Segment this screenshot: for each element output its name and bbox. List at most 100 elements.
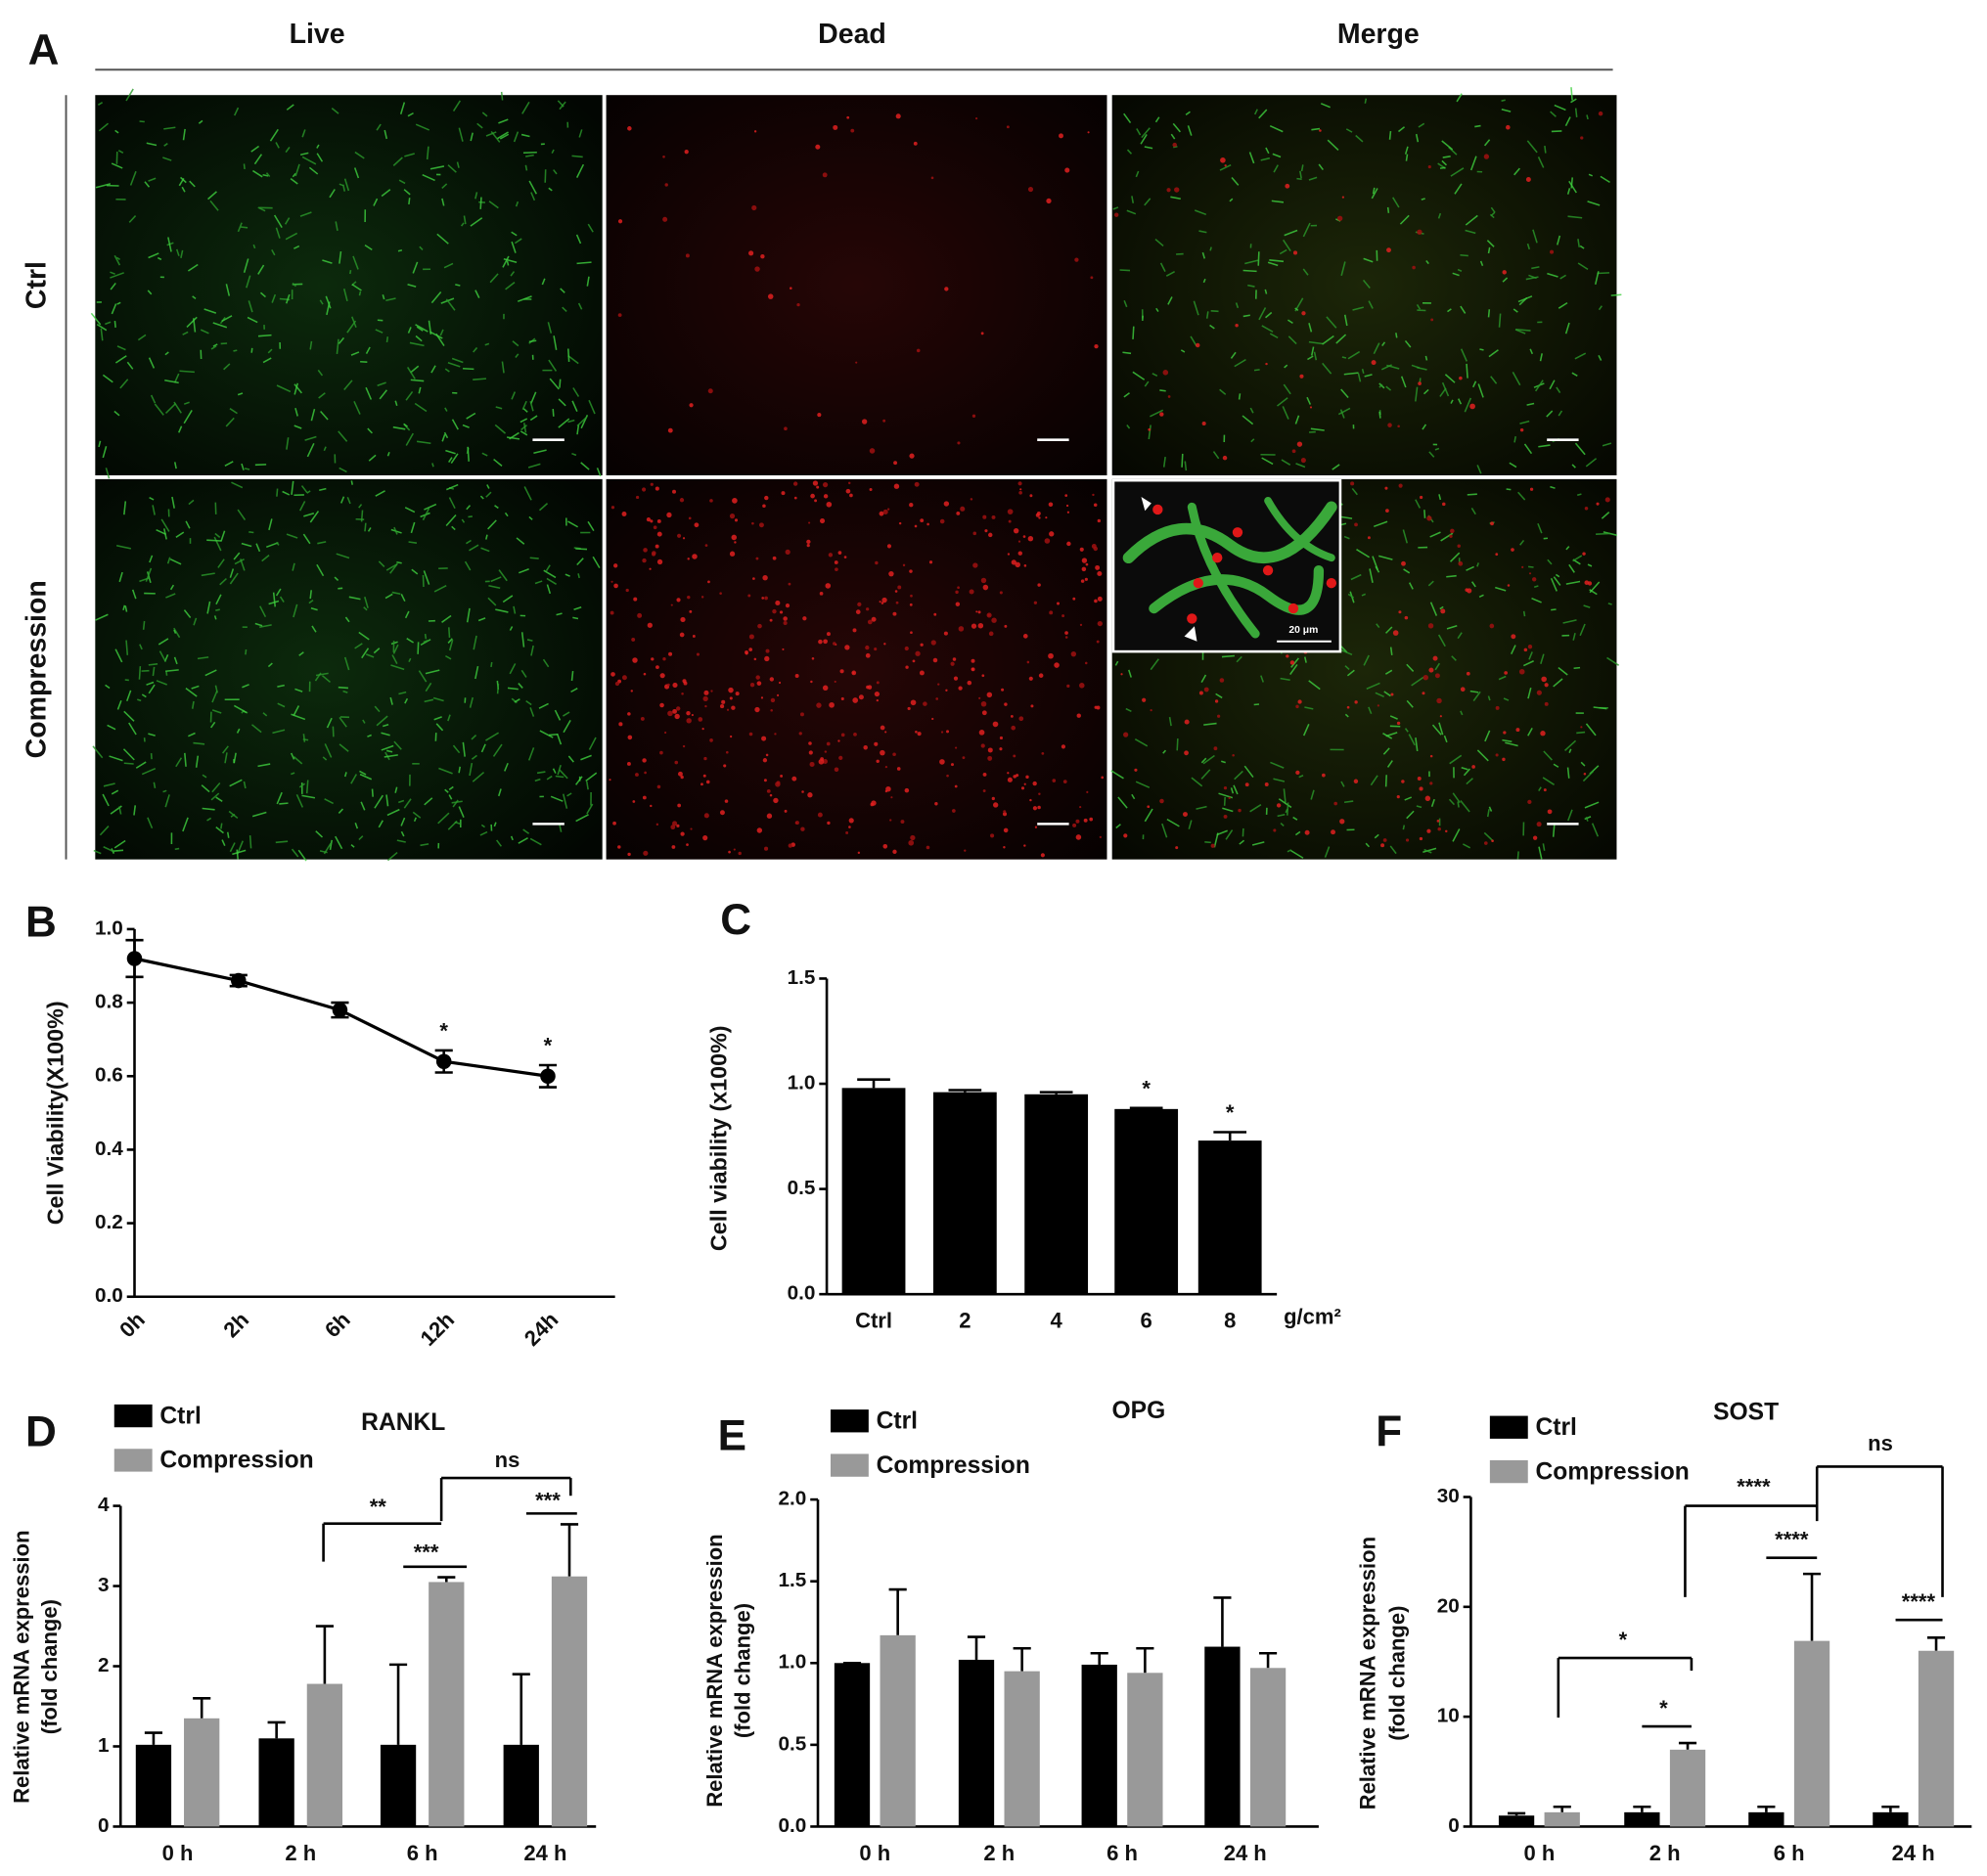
dead-cell (798, 732, 802, 736)
dead-cell (806, 544, 810, 548)
dead-cell (649, 567, 652, 570)
dead-cell (1412, 265, 1416, 270)
dead-cell (950, 763, 954, 767)
cell-process (485, 491, 492, 498)
dead-cell (814, 499, 818, 503)
dead-cell (1018, 490, 1022, 495)
y-axis-label: Cell viability (x100%) (705, 1025, 731, 1251)
cell-process (229, 568, 235, 578)
cell-process (273, 214, 283, 229)
cell-process (429, 165, 445, 170)
dead-cell (617, 313, 622, 318)
cell-process (241, 463, 245, 470)
dead-cell (934, 802, 938, 806)
cell-process (476, 122, 483, 129)
cell-process (1479, 348, 1484, 351)
cell-process (1483, 831, 1494, 842)
cell-process (416, 440, 431, 444)
cell-process (291, 848, 299, 858)
dead-cell (900, 820, 905, 825)
cell-process (567, 755, 574, 763)
bar (1204, 1646, 1241, 1827)
cell-process (358, 290, 362, 296)
cell-process (322, 756, 328, 761)
cell-process (1568, 563, 1575, 573)
cell-process (182, 128, 186, 141)
cell-process (1238, 393, 1242, 400)
dead-cell (909, 569, 913, 573)
cell-process (1239, 839, 1245, 845)
dead-cell (816, 485, 820, 489)
dead-cell (1582, 552, 1586, 556)
micrograph (92, 478, 603, 862)
cell-process (210, 345, 217, 350)
cell-process (528, 339, 537, 343)
cell-process (550, 795, 564, 802)
cell-process (1128, 669, 1132, 678)
cell-process (229, 842, 236, 853)
dead-cell (762, 575, 768, 581)
cell-process (191, 700, 195, 709)
dead-cell (802, 616, 807, 621)
dead-cell (1017, 481, 1022, 486)
dead-cell (852, 697, 859, 703)
cell-process (498, 569, 508, 582)
dead-cell (978, 729, 985, 736)
dead-cell (656, 519, 661, 523)
cell-process (462, 741, 466, 757)
cell-process (320, 410, 329, 421)
dead-cell (656, 784, 661, 789)
cell-process (1180, 349, 1186, 353)
dead-cell (1544, 701, 1549, 706)
dead-cell (876, 681, 880, 685)
dead-cell (1062, 780, 1067, 784)
legend-label: Ctrl (877, 1408, 918, 1435)
cell-process (1332, 464, 1340, 470)
cell-process (99, 826, 110, 836)
dead-cell (1134, 768, 1138, 772)
dead-cell (800, 826, 805, 831)
cell-process (487, 597, 497, 606)
dead-cell (778, 681, 782, 685)
cell-process (364, 244, 373, 250)
dead-cell (1032, 781, 1037, 786)
cell-process (448, 794, 453, 800)
cell-process (118, 571, 123, 583)
cell-process (1200, 674, 1207, 683)
dead-cell (1440, 608, 1446, 614)
cell-process (1355, 134, 1364, 143)
cell-process (125, 640, 129, 655)
cell-process (408, 198, 411, 205)
cell-process (251, 169, 263, 178)
cell-process (309, 590, 312, 600)
cell-process (1577, 262, 1589, 271)
cell-process (1184, 461, 1188, 471)
dead-cell (631, 637, 636, 642)
cell-process (412, 811, 422, 819)
dead-cell (1380, 843, 1385, 848)
cell-process (1294, 307, 1299, 311)
cell-process (146, 142, 158, 147)
cell-process (148, 684, 156, 694)
cell-process (546, 775, 553, 781)
cell-process (1567, 809, 1573, 822)
cell-process (1369, 568, 1374, 583)
cell-process (303, 512, 315, 517)
cell-process (1131, 196, 1135, 203)
dead-cell (1297, 699, 1302, 704)
cell-process (1299, 170, 1302, 179)
dead-cell (1046, 198, 1052, 204)
cell-process (251, 811, 267, 818)
cell-process (305, 780, 309, 794)
dead-cell (909, 503, 914, 508)
dead-cell (1584, 507, 1589, 511)
cell-process (324, 798, 334, 805)
cell-process (433, 716, 442, 721)
cell-process (206, 601, 211, 614)
cell-process (221, 839, 226, 847)
cell-process (1466, 565, 1474, 571)
y-tick-label: 0.5 (779, 1732, 807, 1755)
dead-cell (749, 683, 755, 688)
cell-process (1598, 354, 1603, 361)
cell-process (1356, 549, 1370, 558)
